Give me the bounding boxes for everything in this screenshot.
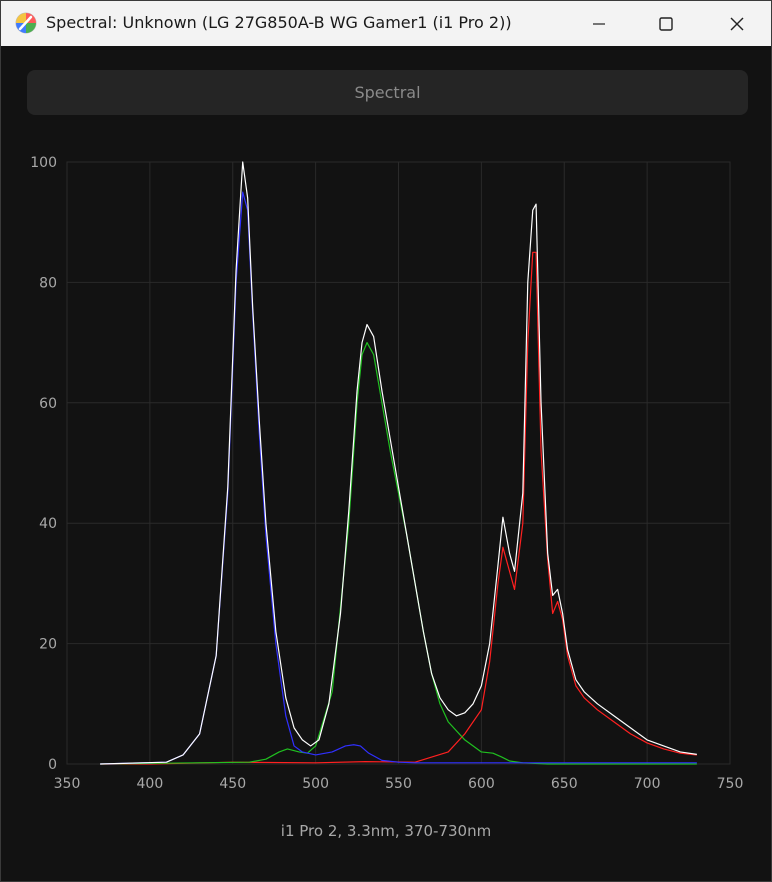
y-tick-label: 20	[39, 637, 57, 653]
x-tick-label: 550	[385, 776, 412, 792]
y-tick-label: 100	[30, 155, 57, 171]
series-line-green	[100, 342, 697, 765]
close-icon	[730, 17, 744, 30]
series-line-red	[100, 251, 697, 765]
x-tick-label: 600	[468, 776, 495, 792]
series-line-total	[100, 161, 697, 765]
chart-caption: i1 Pro 2, 3.3nm, 370-730nm	[280, 822, 492, 840]
x-tick-label: 650	[551, 776, 578, 792]
x-tick-label: 750	[717, 776, 744, 792]
x-tick-label: 500	[302, 776, 329, 792]
y-tick-label: 80	[39, 275, 57, 291]
color-wheel-icon	[15, 12, 37, 34]
x-tick-label: 450	[219, 776, 246, 792]
close-button[interactable]	[709, 1, 765, 46]
y-tick-label: 40	[39, 516, 57, 532]
x-tick-label: 350	[54, 776, 81, 792]
maximize-icon	[659, 16, 673, 31]
window-title: Spectral: Unknown (LG 27G850A-B WG Gamer…	[46, 13, 512, 32]
x-tick-label: 700	[634, 776, 661, 792]
maximize-button[interactable]	[638, 1, 694, 46]
y-tick-label: 60	[39, 396, 57, 412]
spectral-button[interactable]: Spectral	[27, 70, 748, 115]
title-bar[interactable]: Spectral: Unknown (LG 27G850A-B WG Gamer…	[1, 1, 771, 46]
minimize-icon	[593, 22, 605, 25]
y-tick-label: 0	[48, 757, 57, 773]
x-tick-label: 400	[137, 776, 164, 792]
minimize-button[interactable]	[571, 1, 627, 46]
spectral-chart: 350 400 450 500 550 600 650 700 750 0 20 40 60 80 100	[30, 155, 744, 792]
